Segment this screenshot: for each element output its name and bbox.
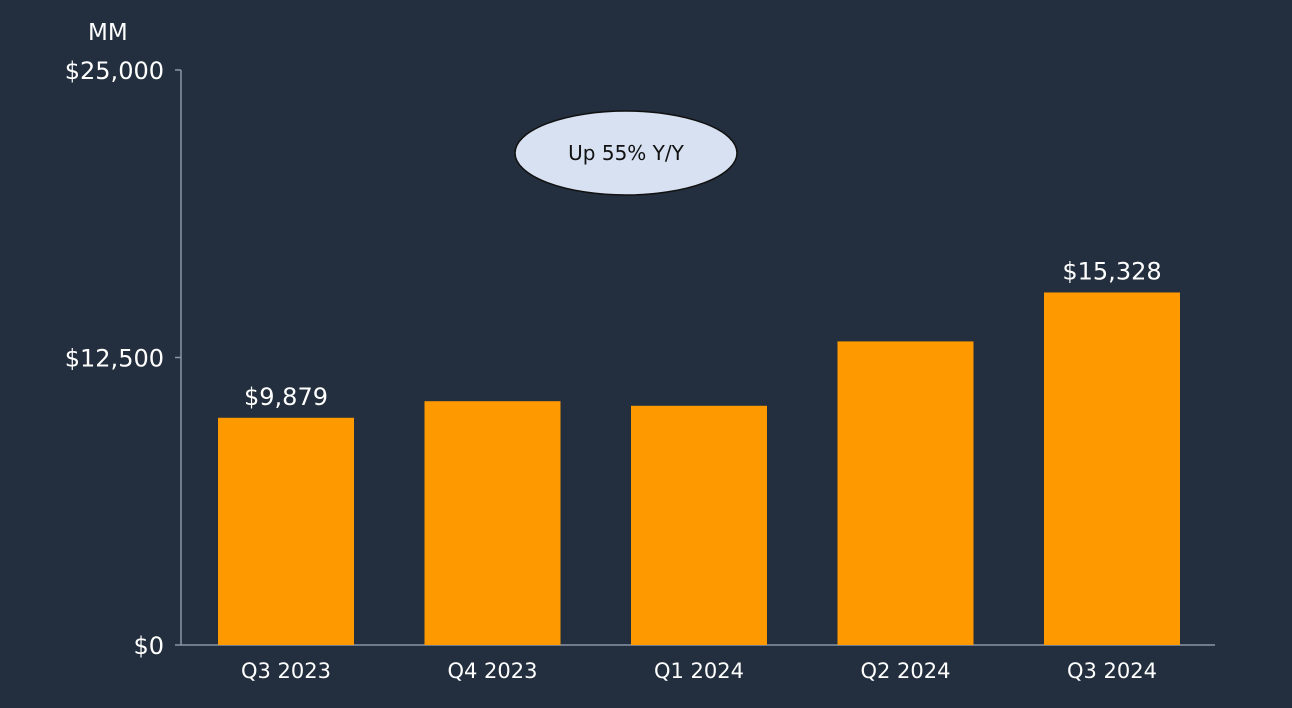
y-axis-ticks: $0 $12,500 $25,000 (65, 57, 181, 660)
bar (837, 341, 974, 645)
x-category-label: Q3 2024 (1067, 659, 1157, 683)
bar-data-label: $15,328 (1062, 257, 1161, 285)
bar (218, 417, 354, 645)
y-tick-label: $25,000 (65, 57, 164, 85)
x-category-label: Q3 2023 (241, 659, 331, 683)
x-category-label: Q1 2024 (654, 659, 744, 683)
x-category-label: Q4 2023 (447, 659, 537, 683)
x-axis-labels: Q3 2023 Q4 2023 Q1 2024 Q2 2024 Q3 2024 (241, 659, 1157, 683)
y-tick-label: $12,500 (65, 345, 164, 373)
growth-badge-text: Up 55% Y/Y (568, 141, 684, 165)
bar (631, 405, 767, 645)
unit-label: MM (88, 20, 128, 46)
y-tick-label: $0 (133, 632, 164, 660)
bars-group (218, 292, 1180, 645)
data-labels: $9,879 $15,328 (244, 257, 1162, 410)
growth-badge: Up 55% Y/Y (514, 110, 738, 196)
bar (1044, 292, 1180, 645)
bar-data-label: $9,879 (244, 383, 328, 411)
bar (424, 401, 561, 645)
growth-badge-ellipse (514, 110, 738, 196)
x-category-label: Q2 2024 (860, 659, 950, 683)
